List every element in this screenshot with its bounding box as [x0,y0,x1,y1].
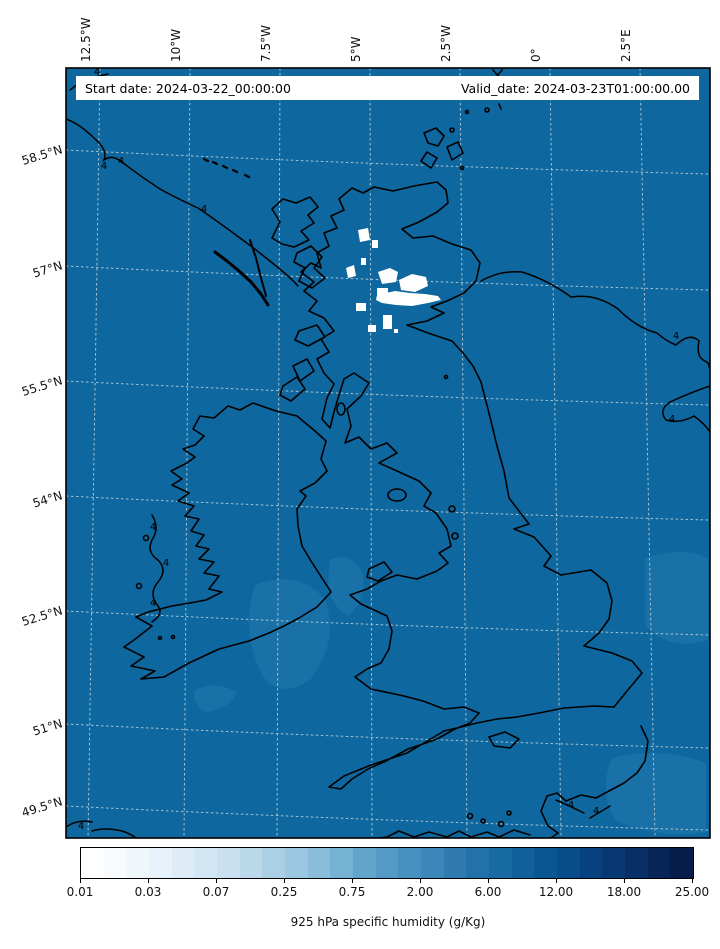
colorbar-tick-1 [148,879,149,883]
contour-label-8: 4 [149,598,157,609]
contour-label-2: 4 [117,156,125,167]
colorbar-segment-6 [217,848,240,878]
colorbar-segment-11 [330,848,354,878]
colorbar-segment-0 [81,848,104,878]
contour-label-7: 4 [162,558,170,569]
colorbar-segment-25 [647,848,671,878]
colorbar-segment-12 [353,848,376,878]
colorbar [80,847,694,879]
contour-label-6: 4 [149,522,157,533]
colorbar-segment-22 [579,848,603,878]
contour-label-1: 4 [100,161,108,172]
colorbar-segment-1 [103,848,127,878]
colorbar-segment-5 [194,848,218,878]
colorbar-segment-7 [239,848,263,878]
graticule [66,68,710,838]
colorbar-tick-2 [216,879,217,883]
colorbar-caption: 925 hPa specific humidity (g/Kg) [290,915,486,929]
ocean-fill [66,68,710,838]
colorbar-tick-label-5: 2.00 [406,885,434,899]
colorbar-segment-8 [262,848,286,878]
contour-label-3: 4 [200,204,208,215]
colorbar-tick-9 [692,879,693,883]
contour-label-4: 4 [672,331,680,342]
valid-date-text: Valid_date: 2024-03-23T01:00:00.00 [460,80,690,96]
colorbar-tick-5 [420,879,421,883]
colorbar-segment-20 [534,848,558,878]
longitude-label-4: 2.5°W [439,25,453,62]
contour-label-0: 4 [93,67,101,78]
colorbar-segment-9 [285,848,308,878]
colorbar-tick-label-8: 18.00 [606,885,642,899]
colorbar-tick-label-9: 25.00 [674,885,710,899]
colorbar-tick-8 [624,879,625,883]
contour-label-11: 4 [592,806,600,817]
colorbar-tick-label-7: 12.00 [538,885,574,899]
coastlines [123,69,649,838]
colorbar-tick-4 [352,879,353,883]
colorbar-tick-label-4: 0.75 [338,885,366,899]
longitude-label-2: 7.5°W [259,25,273,62]
colorbar-segment-3 [149,848,172,878]
colorbar-segment-24 [625,848,648,878]
colorbar-segment-4 [171,848,195,878]
contour-label-10: 4 [567,800,575,811]
longitude-label-0: 12.5°W [79,17,93,62]
colorbar-segment-19 [511,848,535,878]
colorbar-segment-10 [307,848,331,878]
colorbar-segment-21 [557,848,580,878]
start-date-text: Start date: 2024-03-22_00:00:00 [85,80,291,96]
colorbar-tick-label-1: 0.03 [134,885,162,899]
colorbar-tick-label-0: 0.01 [66,885,94,899]
contour-label-5: 4 [668,414,676,425]
colorbar-segment-15 [421,848,444,878]
longitude-label-6: 2.5°E [619,29,633,62]
humidity-light-patches [193,552,708,838]
longitude-label-1: 10°W [169,28,183,62]
colorbar-segment-13 [375,848,399,878]
colorbar-segment-18 [489,848,512,878]
contour-label-9: 4 [77,821,85,832]
colorbar-tick-0 [80,879,81,883]
colorbar-tick-label-3: 0.25 [270,885,298,899]
colorbar-segment-14 [398,848,422,878]
colorbar-tick-3 [284,879,285,883]
colorbar-tick-7 [556,879,557,883]
colorbar-segment-23 [602,848,626,878]
dry-air-patches [346,228,441,333]
colorbar-tick-6 [488,879,489,883]
longitude-label-3: 5°W [349,36,363,63]
title-strip: Start date: 2024-03-22_00:00:00 Valid_da… [76,76,699,100]
map-border [65,67,711,839]
colorbar-segment-16 [443,848,467,878]
colorbar-tick-label-6: 6.00 [474,885,502,899]
humidity-contours [66,73,710,838]
colorbar-tick-label-2: 0.07 [202,885,230,899]
colorbar-segment-26 [670,848,694,878]
colorbar-segment-2 [126,848,150,878]
longitude-label-5: 0° [529,48,543,62]
colorbar-segment-17 [466,848,490,878]
